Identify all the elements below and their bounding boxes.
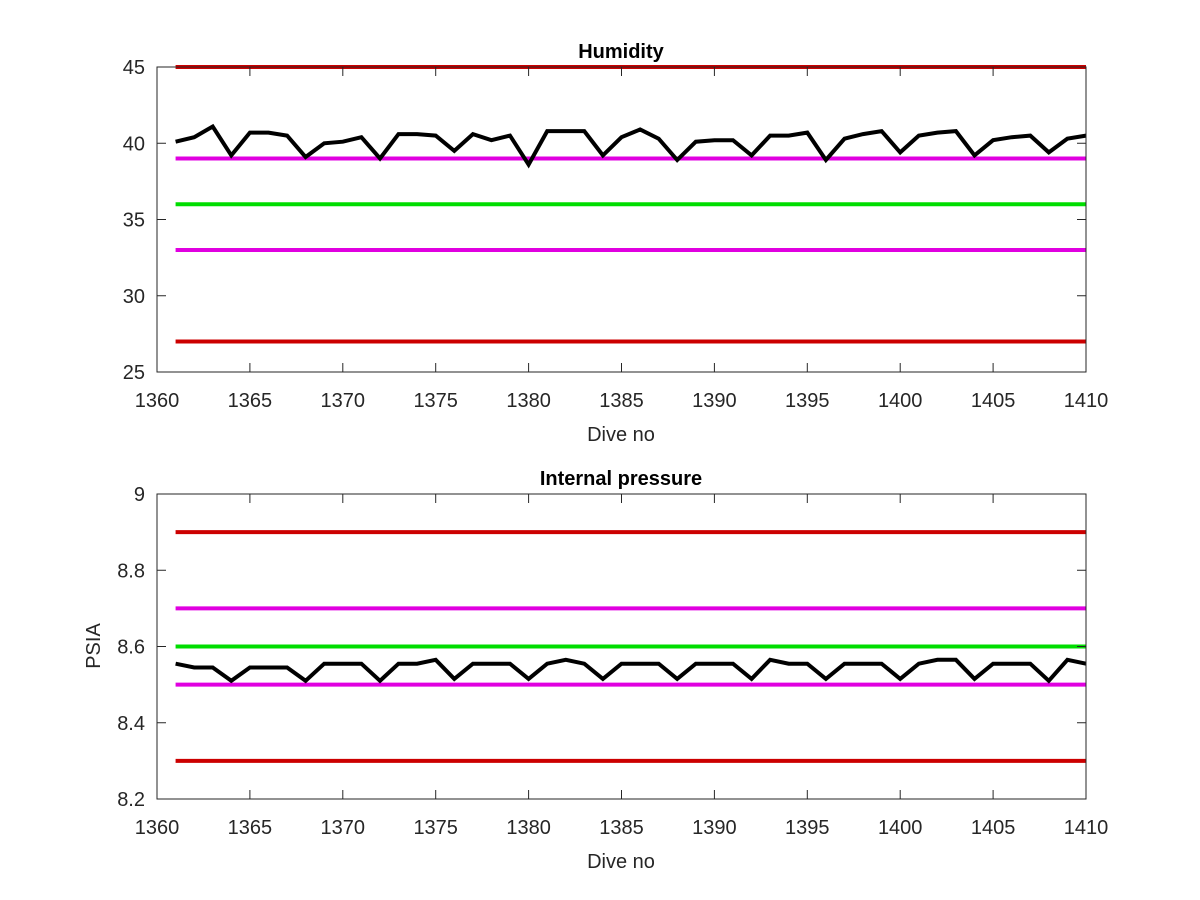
pressure-x-tick-label: 1360 <box>135 817 180 839</box>
pressure-x-tick-label: 1405 <box>971 817 1016 839</box>
humidity-x-tick-label: 1385 <box>599 390 644 412</box>
humidity-y-tick-label: 35 <box>123 210 145 232</box>
humidity-x-tick-label: 1380 <box>506 390 551 412</box>
pressure-chart: Internal pressure 1360 1365 1370 1375 1380 13… <box>83 468 1108 873</box>
humidity-y-tick-label: 40 <box>123 133 145 155</box>
humidity-x-tick-label: 1365 <box>228 390 273 412</box>
pressure-plot-area <box>175 530 1087 763</box>
pressure-chart-title: Internal pressure <box>540 468 702 490</box>
pressure-y-tick-label: 8.4 <box>117 713 145 735</box>
humidity-x-tick-label: 1390 <box>692 390 737 412</box>
humidity-chart-title: Humidity <box>578 41 664 63</box>
humidity-series-line <box>175 123 1087 169</box>
pressure-x-tick-label: 1365 <box>228 817 273 839</box>
humidity-y-tick-label: 45 <box>123 57 145 79</box>
pressure-y-tick-label: 9 <box>134 484 145 506</box>
pressure-x-tick-label: 1375 <box>413 817 458 839</box>
pressure-x-tick-label: 1370 <box>321 817 366 839</box>
pressure-y-tick-label: 8.6 <box>117 637 145 659</box>
humidity-x-axis-label: Dive no <box>587 424 655 446</box>
humidity-x-tick-label: 1370 <box>321 390 366 412</box>
humidity-y-tick-label: 25 <box>123 362 145 384</box>
pressure-x-tick-label: 1385 <box>599 817 644 839</box>
humidity-x-tick-label: 1375 <box>413 390 458 412</box>
pressure-ticks: 1360 1365 1370 1375 1380 1385 1390 1395 1400 1405… <box>117 484 1108 839</box>
pressure-x-tick-label: 1395 <box>785 817 830 839</box>
humidity-x-tick-label: 1410 <box>1064 390 1109 412</box>
pressure-y-tick-label: 8.2 <box>117 789 145 811</box>
pressure-x-axis-label: Dive no <box>587 851 655 873</box>
humidity-x-tick-label: 1405 <box>971 390 1016 412</box>
pressure-x-tick-label: 1400 <box>878 817 923 839</box>
pressure-x-tick-label: 1390 <box>692 817 737 839</box>
humidity-y-tick-label: 30 <box>123 286 145 308</box>
pressure-y-tick-label: 8.8 <box>117 560 145 582</box>
humidity-chart: Humidity 1360 1365 1370 1375 1380 1385 1390 139… <box>123 41 1109 446</box>
pressure-x-tick-label: 1410 <box>1064 817 1109 839</box>
pressure-y-axis-label: PSIA <box>83 623 105 669</box>
humidity-x-tick-label: 1395 <box>785 390 830 412</box>
humidity-ticks: 1360 1365 1370 1375 1380 1385 1390 1395 1400 1405… <box>123 57 1109 412</box>
humidity-x-tick-label: 1360 <box>135 390 180 412</box>
pressure-x-tick-label: 1380 <box>506 817 551 839</box>
pressure-series-line <box>175 657 1087 684</box>
humidity-x-tick-label: 1400 <box>878 390 923 412</box>
